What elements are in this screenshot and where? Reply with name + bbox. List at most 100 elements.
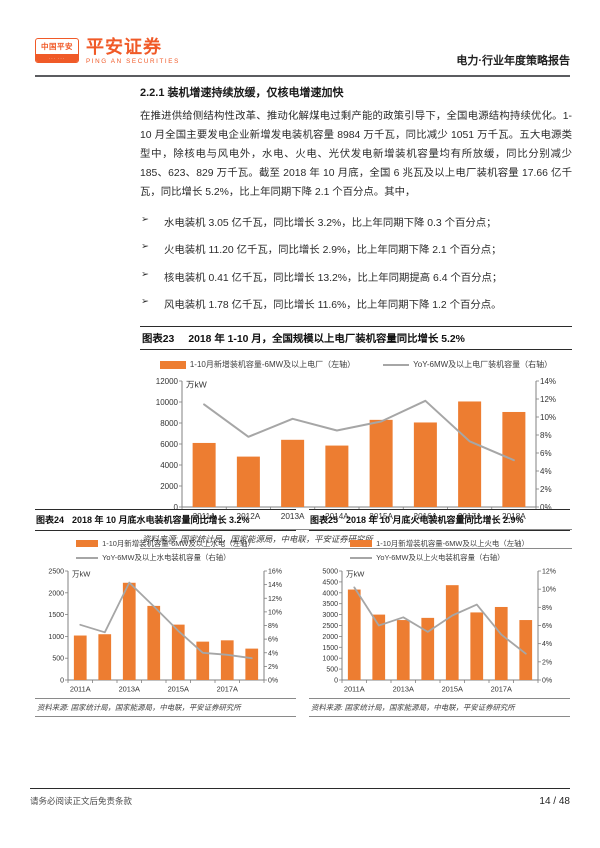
bar-swatch-icon <box>76 540 99 547</box>
pingan-logo: 中国平安 ··· ··· 平安证券 PING AN SECURITIES <box>35 38 180 65</box>
figure-label: 图表23 <box>142 334 175 346</box>
badge-text: 中国平安 <box>41 42 73 51</box>
svg-text:14%: 14% <box>540 377 556 386</box>
svg-text:3500: 3500 <box>322 601 338 608</box>
svg-text:3000: 3000 <box>322 612 338 619</box>
list-item: ➢ 核电装机 0.41 亿千瓦，同比增长 13.2%，比上年同期提高 6.4 个… <box>140 269 572 284</box>
figure-24: 图表24 2018 年 10 月底水电装机容量同比增长 3.2% 1-10月新增… <box>35 509 296 717</box>
figure-24-legend: 1-10月新增装机容量-6MW及以上水电（左轴） YoY-6MW及以上水电装机容… <box>35 538 296 563</box>
legend-item-bar: 1-10月新增装机容量-6MW及以上火电（左轴） <box>350 538 529 549</box>
svg-text:6%: 6% <box>268 637 278 644</box>
svg-text:2015A: 2015A <box>369 512 393 521</box>
figure-24-chart: 0 500 1000 1500 2000 2500 0% 2% 4% 6% 8% 10% 12% 14% 1… <box>35 563 296 696</box>
figure-title-text: 2018 年 10 月底火电装机容量同比增长 2.9% <box>346 515 524 525</box>
svg-text:2016A: 2016A <box>414 512 438 521</box>
line-swatch-icon <box>350 556 373 559</box>
legend-item-line: YoY-6MW及以上水电装机容量（右轴） <box>76 552 255 563</box>
svg-text:2013A: 2013A <box>281 512 305 521</box>
page-header: 中国平安 ··· ··· 平安证券 PING AN SECURITIES 电力·… <box>35 38 570 77</box>
svg-text:8%: 8% <box>268 623 278 630</box>
svg-text:0%: 0% <box>540 503 552 512</box>
pingan-badge-icon: 中国平安 ··· ··· <box>35 38 79 63</box>
svg-text:0: 0 <box>174 503 179 512</box>
figure-25-title-row: 图表25 2018 年 10 月底火电装机容量同比增长 2.9% <box>309 509 570 531</box>
svg-text:2017A: 2017A <box>458 512 482 521</box>
svg-text:2014A: 2014A <box>325 512 349 521</box>
logo-text-block: 平安证券 PING AN SECURITIES <box>86 38 180 65</box>
svg-text:4500: 4500 <box>322 579 338 586</box>
logo-company-name: 平安证券 <box>86 37 162 57</box>
legend-item-line: YoY-6MW及以上电厂装机容量（右轴） <box>383 359 552 370</box>
arrow-bullet-icon: ➢ <box>141 213 149 225</box>
svg-text:2000: 2000 <box>322 634 338 641</box>
svg-text:8000: 8000 <box>160 419 178 428</box>
bar-swatch-icon <box>159 360 186 369</box>
svg-text:万kW: 万kW <box>346 570 365 579</box>
svg-text:2018A: 2018A <box>502 512 526 521</box>
figure-23: 图表23 2018 年 1-10 月，全国规模以上电厂装机容量同比增长 5.2%… <box>140 326 572 550</box>
arrow-bullet-icon: ➢ <box>141 296 149 308</box>
body-paragraph: 在推进供给侧结构性改革、推动化解煤电过剩产能的政策引导下，全国电源结构持续优化。… <box>140 111 572 198</box>
svg-text:2013A: 2013A <box>393 684 414 693</box>
svg-text:2012A: 2012A <box>237 512 261 521</box>
list-item: ➢ 火电装机 11.20 亿千瓦，同比增长 2.9%，比上年同期下降 2.1 个… <box>140 241 572 256</box>
bullet-text: 风电装机 1.78 亿千瓦，同比增长 11.6%，比上年同期下降 1.2 个百分… <box>164 300 502 312</box>
svg-text:10%: 10% <box>542 587 556 594</box>
svg-text:2011A: 2011A <box>344 684 365 693</box>
svg-text:14%: 14% <box>268 582 282 589</box>
legend-item-bar: 1-10月新增装机容量-6MW及以上水电（左轴） <box>76 538 255 549</box>
svg-text:500: 500 <box>52 656 64 663</box>
svg-text:6000: 6000 <box>160 440 178 449</box>
arrow-bullet-icon: ➢ <box>141 268 149 280</box>
svg-text:10000: 10000 <box>156 398 179 407</box>
legend-bar-label: 1-10月新增装机容量-6MW及以上电厂（左轴） <box>189 360 356 370</box>
figure-25-legend: 1-10月新增装机容量-6MW及以上火电（左轴） YoY-6MW及以上火电装机容… <box>309 538 570 563</box>
list-item: ➢ 风电装机 1.78 亿千瓦，同比增长 11.6%，比上年同期下降 1.2 个… <box>140 296 572 311</box>
svg-text:2%: 2% <box>540 485 552 494</box>
figure-23-source: 资料来源: 国家统计局，国家能源局，中电联，平安证券研究所 <box>140 529 572 550</box>
svg-text:0: 0 <box>334 678 338 685</box>
svg-text:500: 500 <box>326 667 338 674</box>
legend-item-bar: 1-10月新增装机容量-6MW及以上电厂（左轴） <box>159 359 356 370</box>
svg-text:5000: 5000 <box>322 569 338 576</box>
body-column: 2.2.1 装机增速持续放缓，仅核电增速加快 在推进供给侧结构性改革、推动化解煤… <box>140 84 572 550</box>
section-heading: 2.2.1 装机增速持续放缓，仅核电增速加快 <box>140 87 344 99</box>
figure-label: 图表24 <box>36 515 65 525</box>
svg-text:2017A: 2017A <box>491 684 512 693</box>
svg-text:1000: 1000 <box>48 634 64 641</box>
legend-bar-label: 1-10月新增装机容量-6MW及以上火电（左轴） <box>376 539 529 548</box>
legend-item-line: YoY-6MW及以上火电装机容量（右轴） <box>350 552 529 563</box>
list-item: ➢ 水电装机 3.05 亿千瓦，同比增长 3.2%，比上年同期下降 0.3 个百… <box>140 214 572 229</box>
svg-text:12000: 12000 <box>156 377 179 386</box>
svg-text:12%: 12% <box>542 569 556 576</box>
figure-23-legend: 1-10月新增装机容量-6MW及以上电厂（左轴） YoY-6MW及以上电厂装机容… <box>140 359 572 370</box>
svg-text:2015A: 2015A <box>442 684 463 693</box>
svg-text:4000: 4000 <box>160 461 178 470</box>
svg-text:16%: 16% <box>268 569 282 576</box>
figure-25-chart: 0 500 1000 1500 2000 2500 3000 3500 4000 4500 5000… <box>309 563 570 696</box>
svg-text:12%: 12% <box>540 395 556 404</box>
arrow-bullet-icon: ➢ <box>141 241 149 253</box>
bar-swatch-icon <box>350 540 373 547</box>
badge-strip: ··· ··· <box>36 54 78 62</box>
svg-text:4%: 4% <box>268 650 278 657</box>
bullet-text: 火电装机 11.20 亿千瓦，同比增长 2.9%，比上年同期下降 2.1 个百分… <box>164 245 502 257</box>
svg-text:4000: 4000 <box>322 590 338 597</box>
bullet-text: 核电装机 0.41 亿千瓦，同比增长 13.2%，比上年同期提高 6.4 个百分… <box>164 272 503 284</box>
legend-bar-label: 1-10月新增装机容量-6MW及以上水电（左轴） <box>102 539 255 548</box>
svg-text:6%: 6% <box>542 623 552 630</box>
svg-text:2017A: 2017A <box>217 684 238 693</box>
svg-text:2011A: 2011A <box>70 684 91 693</box>
figure-23-chart: 0 2000 4000 6000 8000 10000 12000 0% 2% 4% 6% 8% 10%… <box>140 372 572 526</box>
svg-text:0: 0 <box>60 678 64 685</box>
svg-text:1500: 1500 <box>48 612 64 619</box>
figure-label: 图表25 <box>310 515 339 525</box>
bottom-charts-row: 图表24 2018 年 10 月底水电装机容量同比增长 3.2% 1-10月新增… <box>35 509 570 717</box>
figure-24-source: 资料来源: 国家统计局，国家能源局，中电联，平安证券研究所 <box>35 698 296 717</box>
line-swatch-icon <box>76 556 99 559</box>
legend-line-label: YoY-6MW及以上电厂装机容量（右轴） <box>413 360 553 370</box>
bullet-text: 水电装机 3.05 亿千瓦，同比增长 3.2%，比上年同期下降 0.3 个百分点… <box>164 217 497 229</box>
svg-text:10%: 10% <box>268 609 282 616</box>
footer-disclaimer: 请务必阅读正文后免责条款 <box>30 796 133 806</box>
svg-text:2000: 2000 <box>48 590 64 597</box>
